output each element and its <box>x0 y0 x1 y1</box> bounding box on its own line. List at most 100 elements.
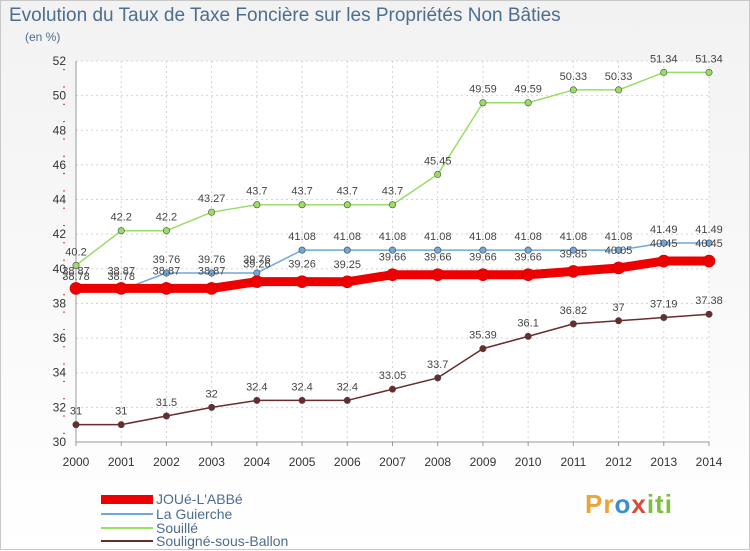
y-tick-label: 50 <box>53 89 67 103</box>
data-point <box>434 246 442 254</box>
data-label: 41.49 <box>650 224 678 236</box>
data-point <box>343 396 351 404</box>
x-tick-label: 2012 <box>605 455 632 469</box>
logo-part: x <box>631 489 647 519</box>
data-label: 41.08 <box>514 231 542 243</box>
data-label: 49.59 <box>514 84 542 96</box>
x-tick-label: 2013 <box>650 455 677 469</box>
data-point <box>208 403 216 411</box>
data-point <box>434 374 442 382</box>
data-label: 43.7 <box>382 186 403 198</box>
data-label: 31 <box>70 406 82 418</box>
data-point <box>479 246 487 254</box>
data-point <box>117 227 125 235</box>
y-tick-label: 44 <box>53 193 67 207</box>
data-label: 41.08 <box>424 231 452 243</box>
data-point <box>479 345 487 353</box>
legend-item: Souligné-sous-Ballon <box>101 533 288 549</box>
y-tick-label: 36 <box>53 331 67 345</box>
data-label: 39.76 <box>243 254 271 266</box>
data-point <box>295 275 309 288</box>
x-tick-label: 2008 <box>424 455 451 469</box>
y-tick-label: 30 <box>53 435 67 449</box>
data-point <box>660 68 668 76</box>
data-label: 38.87 <box>153 265 181 277</box>
data-point <box>657 254 671 268</box>
data-label: 50.33 <box>560 71 588 83</box>
legend-swatch <box>101 494 153 504</box>
data-label: 42.2 <box>111 212 132 224</box>
legend-item: JOUé-L'ABBé <box>101 491 243 507</box>
data-point <box>476 268 490 282</box>
data-label: 39.26 <box>243 259 271 271</box>
data-point <box>388 385 396 393</box>
y-tick-label: 40 <box>53 262 67 276</box>
legend-label: Souillé <box>156 520 199 536</box>
x-tick-label: 2010 <box>515 455 542 469</box>
data-point <box>569 246 577 254</box>
data-label: 40.45 <box>650 238 678 250</box>
x-tick-label: 2004 <box>244 455 271 469</box>
data-label: 43.27 <box>198 193 226 205</box>
data-point <box>388 246 396 254</box>
x-tick-label: 2003 <box>198 455 225 469</box>
data-label: 50.33 <box>605 71 633 83</box>
y-axis-unit-label: (en %) <box>25 30 61 44</box>
data-point <box>569 320 577 328</box>
y-tick-label: 32 <box>53 400 67 414</box>
data-label-layer: 38.87 38.87 38.87 38.87 39.26 39.26 39.25 39.66… <box>62 53 723 417</box>
data-label: 36.82 <box>560 305 588 317</box>
data-label: 37.19 <box>650 298 678 310</box>
x-tick-label: 2005 <box>289 455 316 469</box>
y-tick-label: 42 <box>53 227 67 241</box>
data-label: 40.2 <box>65 246 86 258</box>
data-point <box>253 201 261 209</box>
data-point <box>569 86 577 94</box>
data-point <box>250 275 264 288</box>
x-tick-label: 2001 <box>108 455 135 469</box>
legend-swatch <box>101 540 153 542</box>
data-label: 41.08 <box>288 231 316 243</box>
data-point <box>521 268 535 282</box>
data-point <box>705 68 713 76</box>
data-label: 41.49 <box>695 224 723 236</box>
legend-swatch <box>101 527 153 529</box>
data-point <box>298 396 306 404</box>
data-label: 41.08 <box>560 231 588 243</box>
data-point <box>72 261 80 269</box>
data-label: 38.87 <box>198 265 226 277</box>
y-tick-label: 52 <box>53 54 67 68</box>
legend-label: JOUé-L'ABBé <box>156 491 243 507</box>
data-label: 43.7 <box>246 186 267 198</box>
data-label: 39.76 <box>153 254 181 266</box>
data-label: 40.45 <box>695 238 723 250</box>
data-label: 32.4 <box>337 381 358 393</box>
data-point <box>388 201 396 209</box>
proxiti-logo: Proxiti <box>585 489 673 520</box>
data-point <box>162 227 170 235</box>
data-label: 49.59 <box>469 84 497 96</box>
data-point <box>340 275 354 289</box>
data-label: 32.4 <box>246 381 267 393</box>
x-tick-label: 2011 <box>560 455 586 469</box>
data-point <box>434 170 442 178</box>
data-point <box>612 261 625 275</box>
logo-part: iti <box>646 489 673 519</box>
data-point <box>567 265 580 278</box>
data-point <box>114 282 128 295</box>
data-point <box>160 282 173 295</box>
chart-title: Evolution du Taux de Taxe Foncière sur l… <box>9 5 561 26</box>
data-point <box>524 332 532 340</box>
x-tick-label: 2014 <box>696 455 723 469</box>
data-label: 40.05 <box>605 245 633 257</box>
data-label: 39.66 <box>469 252 497 264</box>
data-label: 41.08 <box>605 231 633 243</box>
data-point <box>705 310 713 318</box>
logo-part: Pr <box>585 489 615 519</box>
data-point <box>72 421 80 429</box>
x-tick-label: 2006 <box>334 455 361 469</box>
data-point <box>162 269 170 277</box>
data-label: 32 <box>206 388 218 400</box>
data-label: 39.26 <box>288 259 316 271</box>
